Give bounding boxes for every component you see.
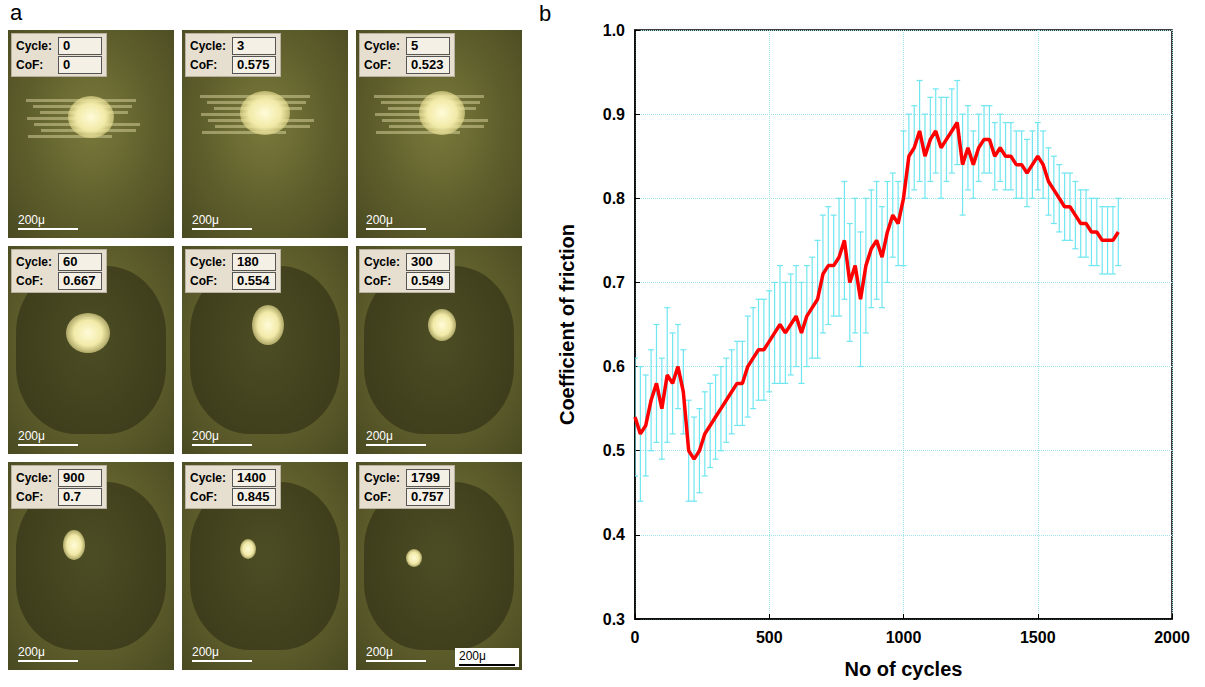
html-text:CoF:: CoF: [364,273,392,288]
html-text:Cycle:: Cycle: [190,38,226,53]
svg-text:0.6: 0.6 [603,358,625,375]
svg-text:0.3: 0.3 [603,611,625,628]
html-text:Cycle:: Cycle: [364,470,400,485]
svg-text:No of cycles: No of cycles [845,658,963,680]
html-text:CoF:: CoF: [16,57,44,72]
svg-text:1000: 1000 [886,629,922,646]
html-text:1400: 1400 [237,469,266,485]
html-text:3: 3 [237,37,245,53]
html-text:0.667: 0.667 [63,272,96,288]
html-text:200μ: 200μ [459,649,486,663]
html-text:0: 0 [63,56,71,72]
html-text:200μ: 200μ [18,213,45,227]
html-text:0.523: 0.523 [411,56,444,72]
svg-text:0.7: 0.7 [603,274,625,291]
html-text:Cycle:: Cycle: [190,470,226,485]
svg-text:1500: 1500 [1020,629,1056,646]
html-text:0.845: 0.845 [237,488,270,504]
html-text:CoF:: CoF: [16,489,44,504]
html-text:0.575: 0.575 [237,56,270,72]
html-text:CoF:: CoF: [190,273,218,288]
svg-text:0.4: 0.4 [603,526,625,543]
html-text:200μ: 200μ [366,429,393,443]
html-text:200μ: 200μ [366,645,393,659]
html-text:5: 5 [411,37,419,53]
svg-text:500: 500 [756,629,783,646]
html-text:Cycle:: Cycle: [190,254,226,269]
html-text:Cycle:: Cycle: [16,470,52,485]
html-text:300: 300 [411,253,433,269]
svg-text:0.5: 0.5 [603,442,625,459]
html-text:200μ: 200μ [192,645,219,659]
html-text:200μ: 200μ [192,213,219,227]
html-text:CoF:: CoF: [364,57,392,72]
html-text:Cycle:: Cycle: [16,38,52,53]
html-text:0.549: 0.549 [411,272,444,288]
svg-text:Coefficient of friction: Coefficient of friction [556,224,578,425]
html-text:1799: 1799 [411,469,440,485]
html-text:200μ: 200μ [192,429,219,443]
html-text:CoF:: CoF: [190,489,218,504]
svg-text:0.9: 0.9 [603,106,625,123]
html-text:Cycle:: Cycle: [16,254,52,269]
html-text:200μ: 200μ [18,645,45,659]
html-text:0: 0 [63,37,71,53]
svg-text:2000: 2000 [1154,629,1190,646]
html-text:0.757: 0.757 [411,488,444,504]
html-text:Cycle:: Cycle: [364,38,400,53]
html-text:200μ: 200μ [366,213,393,227]
html-text:Cycle:: Cycle: [364,254,400,269]
html-text:200μ: 200μ [18,429,45,443]
svg-text:0.8: 0.8 [603,190,625,207]
html-text:CoF:: CoF: [16,273,44,288]
svg-text:0: 0 [631,629,640,646]
html-text:CoF:: CoF: [190,57,218,72]
html-text:CoF:: CoF: [364,489,392,504]
html-text:0.7: 0.7 [63,488,82,504]
html-text:0.554: 0.554 [237,272,270,288]
html-text:a: a [10,0,23,25]
html-text:900: 900 [63,469,85,485]
svg-text:b: b [539,1,551,26]
svg-text:1.0: 1.0 [603,22,625,39]
html-text:60: 60 [63,253,78,269]
html-text:180: 180 [237,253,259,269]
